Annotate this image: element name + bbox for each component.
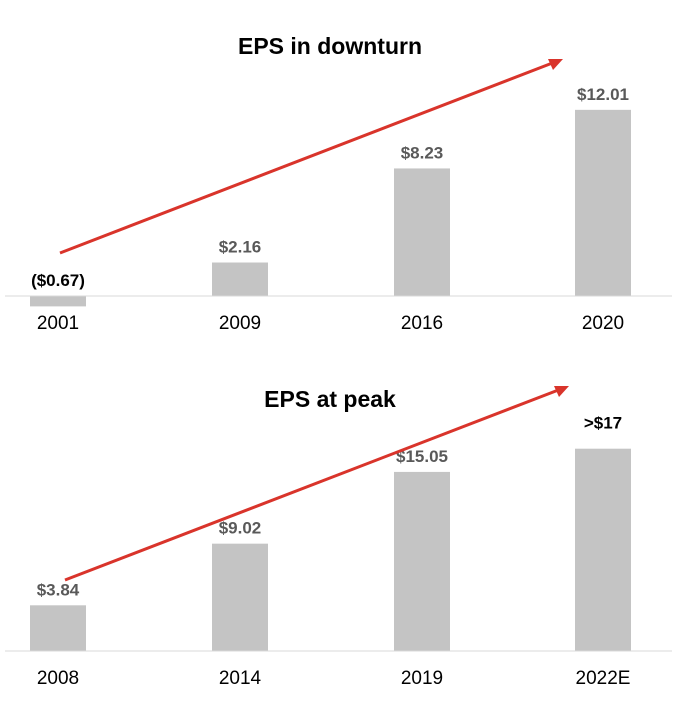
- trend-arrowhead: [554, 386, 569, 397]
- data-label: ($0.67): [31, 271, 85, 290]
- data-label: >$17: [584, 414, 622, 433]
- bar-2020: [575, 109, 631, 296]
- bar-2008: [30, 605, 86, 651]
- data-label: $15.05: [396, 447, 448, 466]
- trend-arrow: [59, 60, 556, 255]
- x-tick-label: 2020: [582, 313, 624, 334]
- chart-title: EPS in downturn: [238, 33, 422, 59]
- x-tick-label: 2016: [401, 313, 443, 334]
- bar-2001: [30, 296, 86, 307]
- x-tick-label: 2022E: [576, 668, 631, 689]
- chart-eps-peak: EPS at peak $3.84 2008 $9.02 2014 $15.05 2019…: [5, 386, 672, 689]
- x-tick-label: 2019: [401, 668, 443, 689]
- x-tick-label: 2014: [219, 668, 262, 689]
- bar-2019: [394, 471, 450, 651]
- data-label: $12.01: [577, 85, 629, 104]
- trend-arrowhead: [548, 59, 563, 70]
- data-label: $8.23: [401, 143, 444, 162]
- trend-arrow: [64, 387, 562, 582]
- chart-eps-downturn: EPS in downturn ($0.67) 2001 $2.16 2009 $8.2…: [5, 33, 672, 334]
- x-tick-label: 2009: [219, 313, 261, 334]
- bar-2016: [394, 168, 450, 296]
- bar-2009: [212, 262, 268, 296]
- x-tick-label: 2008: [37, 668, 79, 689]
- data-label: $3.84: [37, 580, 80, 599]
- chart-title: EPS at peak: [264, 386, 396, 412]
- x-tick-label: 2001: [37, 313, 79, 334]
- bar-2014: [212, 543, 268, 651]
- bar-2022e: [575, 448, 631, 651]
- data-label: $2.16: [219, 238, 262, 257]
- data-label: $9.02: [219, 519, 262, 538]
